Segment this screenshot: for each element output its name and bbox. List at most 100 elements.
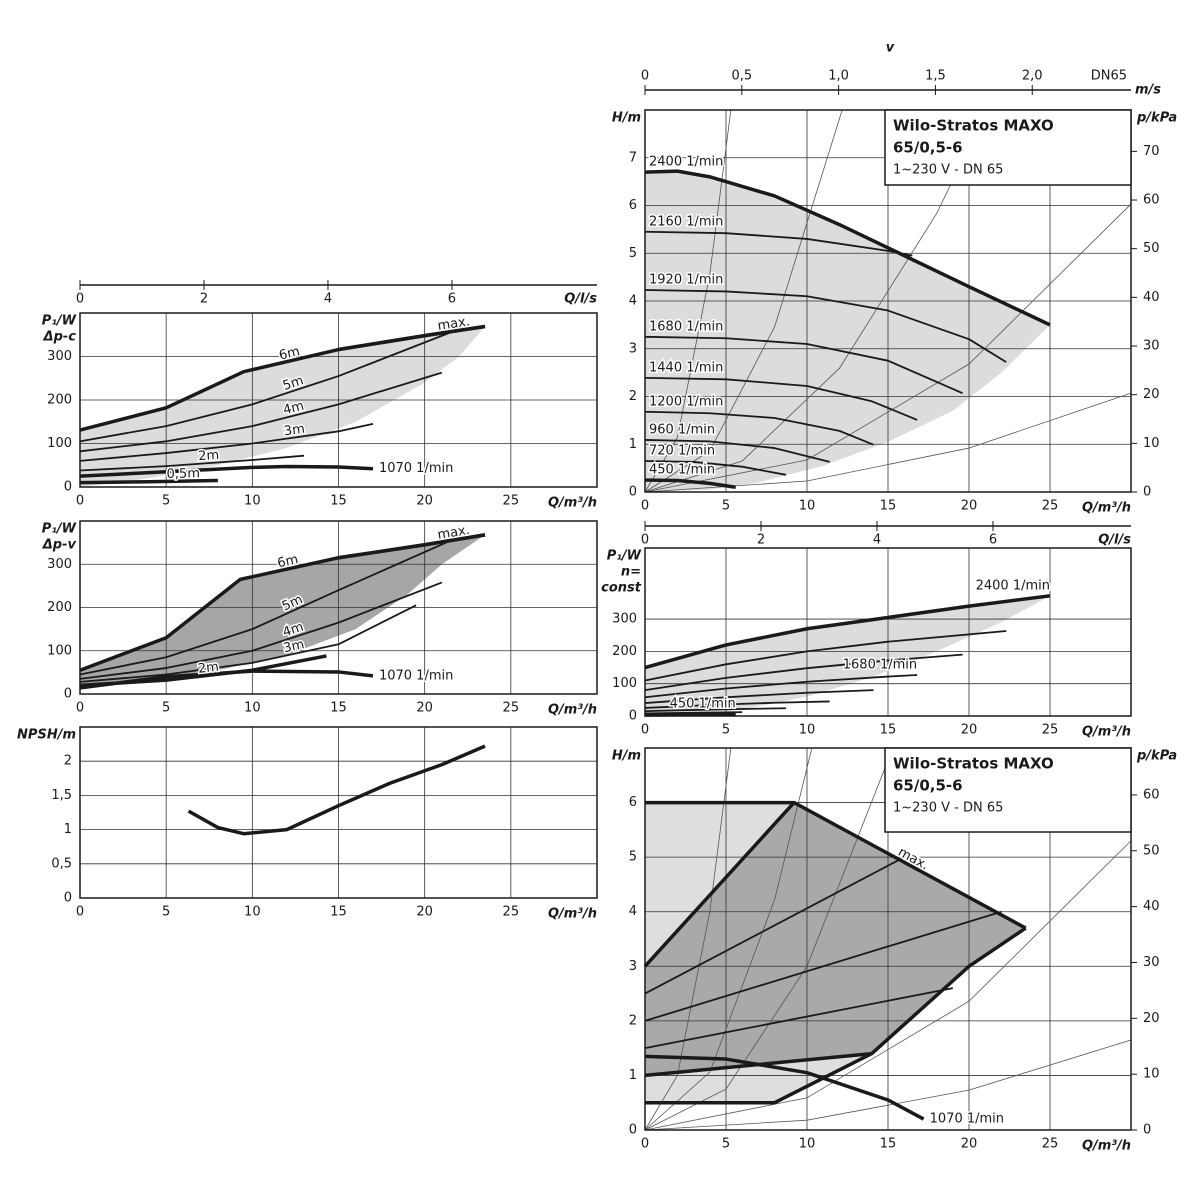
y-tick-label: 2 xyxy=(629,1013,637,1028)
x-tick-label: 15 xyxy=(330,701,347,716)
plot-frame xyxy=(644,547,1132,717)
curve-label: 2400 1/min xyxy=(649,155,723,170)
y-axis-label: H/m xyxy=(612,111,641,126)
x-axis-label: Q/m³/h xyxy=(548,907,597,922)
curve xyxy=(643,801,796,968)
operating-area xyxy=(645,171,1050,492)
x-tick-label: 15 xyxy=(330,905,347,920)
system-curve xyxy=(644,747,894,1131)
curve xyxy=(644,478,736,489)
x-tick-label: 25 xyxy=(503,905,520,920)
y-axis-label: n= xyxy=(621,565,641,580)
y2-axis-label: p/kPa xyxy=(1136,111,1177,126)
y-tick-label: 1 xyxy=(64,822,72,837)
curve-label: 2160 1/min xyxy=(649,214,723,229)
curve xyxy=(644,689,874,704)
info-text: 65/0,5-6 xyxy=(893,139,963,157)
y-tick-label: 100 xyxy=(612,676,637,691)
x-axis-label: Q/m³/h xyxy=(1082,725,1131,740)
y-tick-label: 0 xyxy=(64,891,72,906)
x2-tick-label: 6 xyxy=(448,292,456,307)
x2-axis-label: Q/l/s xyxy=(564,292,597,307)
x-tick-label: 20 xyxy=(416,701,433,716)
x-tick-label: 15 xyxy=(880,499,897,514)
x-axis-label: Q/m³/h xyxy=(1082,1139,1131,1154)
curve xyxy=(644,712,736,717)
x2-tick-label: 1,5 xyxy=(925,69,946,84)
x-tick-label: 15 xyxy=(880,723,897,738)
x-tick-label: 0 xyxy=(641,499,649,514)
x-tick-label: 5 xyxy=(162,701,170,716)
curve xyxy=(338,324,486,352)
curve xyxy=(645,800,1027,930)
y-tick-label: 2 xyxy=(64,754,72,769)
curve-label: 3m xyxy=(282,637,306,656)
y2-tick-label: 10 xyxy=(1143,436,1160,451)
curve xyxy=(644,460,787,476)
curve-label: 4m xyxy=(282,399,306,419)
x-tick-label: 0 xyxy=(76,701,84,716)
curve-label: 1680 1/min xyxy=(649,319,723,334)
x-tick-label: 0 xyxy=(76,494,84,509)
curve xyxy=(79,329,457,443)
operating-area xyxy=(645,802,1026,1076)
x-tick-label: 20 xyxy=(961,723,978,738)
x2-axis-unit: m/s xyxy=(1135,83,1161,98)
info-text: 1~230 V - DN 65 xyxy=(893,163,1003,178)
curve-label: 1440 1/min xyxy=(649,360,723,375)
y-tick-label: 100 xyxy=(47,643,72,658)
curve xyxy=(644,700,830,709)
x2-tick-label: 2 xyxy=(757,533,765,548)
system-curve xyxy=(644,840,1132,1131)
y2-tick-label: 20 xyxy=(1143,387,1160,402)
y2-tick-label: 10 xyxy=(1143,1067,1160,1082)
curve xyxy=(644,910,1002,1022)
x-tick-label: 5 xyxy=(722,1137,730,1152)
y-tick-label: 7 xyxy=(629,150,637,165)
x2-tick-label: 0 xyxy=(641,533,649,548)
x2-tick-label: 0,5 xyxy=(731,69,752,84)
x-tick-label: 0 xyxy=(76,905,84,920)
y-tick-label: 0,5 xyxy=(51,856,72,871)
y-tick-label: 5 xyxy=(629,246,637,261)
curve-label: max. xyxy=(436,523,470,543)
y2-tick-label: 30 xyxy=(1143,339,1160,354)
x-tick-label: 15 xyxy=(330,494,347,509)
curve xyxy=(644,335,963,394)
x-axis-label: Q/m³/h xyxy=(548,703,597,718)
curve-label: 0,5m xyxy=(166,466,200,482)
plot-frame xyxy=(79,312,598,488)
curve xyxy=(644,674,918,699)
curve-label: 1070 1/min xyxy=(379,668,453,683)
plot-frame xyxy=(79,520,598,695)
curve xyxy=(79,669,374,690)
x-tick-label: 20 xyxy=(416,494,433,509)
y-axis-label: const xyxy=(601,581,642,596)
x-tick-label: 10 xyxy=(799,723,816,738)
x-tick-label: 25 xyxy=(503,701,520,716)
y2-tick-label: 50 xyxy=(1143,241,1160,256)
x2-tick-label: 0 xyxy=(641,69,649,84)
y-tick-label: 1,5 xyxy=(51,788,72,803)
curve xyxy=(644,856,905,995)
y-tick-label: 4 xyxy=(629,294,637,309)
y2-tick-label: 60 xyxy=(1143,193,1160,208)
y-axis-label: Δp-v xyxy=(42,538,77,553)
operating-area xyxy=(80,326,485,487)
x-tick-label: 25 xyxy=(1042,723,1059,738)
x-tick-label: 15 xyxy=(880,1137,897,1152)
x-tick-label: 10 xyxy=(799,499,816,514)
system-curve xyxy=(644,203,1132,493)
y-tick-label: 200 xyxy=(47,600,72,615)
y-tick-label: 0 xyxy=(629,709,637,724)
y-tick-label: 0 xyxy=(629,1123,637,1138)
y-tick-label: 1 xyxy=(629,437,637,452)
info-box xyxy=(884,109,1132,186)
curve xyxy=(644,630,1007,682)
curve-label: 6m xyxy=(278,344,302,363)
y2-tick-label: 40 xyxy=(1143,899,1160,914)
y-tick-label: 0 xyxy=(64,687,72,702)
x2-tick-label: 4 xyxy=(324,292,332,307)
x-tick-label: 25 xyxy=(1042,499,1059,514)
